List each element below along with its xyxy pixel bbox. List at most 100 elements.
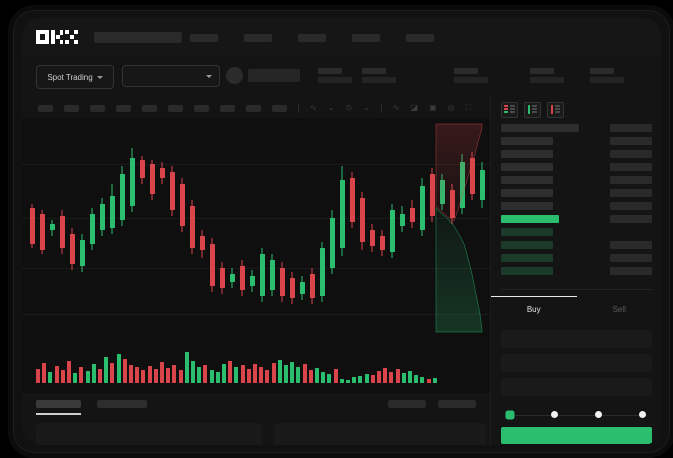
- orderbook-value: [610, 137, 652, 145]
- spot-trading-dropdown[interactable]: Spot Trading: [36, 65, 114, 89]
- amount-slider[interactable]: [501, 409, 652, 421]
- candle-body: [179, 184, 185, 226]
- candle-body: [369, 230, 375, 246]
- bottom-action-0[interactable]: [388, 400, 426, 408]
- chart-tool-button-8[interactable]: [246, 104, 261, 112]
- nav-item-2[interactable]: [298, 34, 326, 42]
- candle: [189, 118, 195, 338]
- candle: [39, 118, 45, 338]
- settings-icon[interactable]: ◎: [447, 103, 455, 112]
- chart-tool-button-5[interactable]: [168, 104, 183, 112]
- camera-icon[interactable]: ▣: [429, 103, 437, 112]
- chart-tool-button-2[interactable]: [90, 104, 105, 112]
- candle: [419, 118, 425, 338]
- candle: [29, 118, 35, 338]
- ruler-icon[interactable]: ◪: [410, 103, 419, 112]
- chevron-down-icon[interactable]: ⌄: [363, 103, 370, 112]
- nav-items: [190, 34, 434, 42]
- bottom-tab-1[interactable]: [97, 400, 147, 408]
- orderbook-row[interactable]: [501, 254, 652, 264]
- orderbook-row[interactable]: [501, 202, 652, 212]
- nav-item-4[interactable]: [406, 34, 434, 42]
- orderbook-value: [610, 241, 652, 249]
- chart-tool-button-4[interactable]: [142, 104, 157, 112]
- orderbook-bids-icon[interactable]: [524, 102, 541, 118]
- volume-bar: [377, 371, 381, 383]
- orderbook-row[interactable]: [501, 228, 652, 238]
- bottom-action-1[interactable]: [438, 400, 476, 408]
- slider-step-3[interactable]: [639, 411, 646, 418]
- order-total-field[interactable]: [501, 378, 652, 396]
- candle-body: [399, 214, 405, 226]
- chart-tool-button-7[interactable]: [220, 104, 235, 112]
- orderbook-rows[interactable]: [501, 124, 652, 280]
- volume-bar: [265, 370, 270, 383]
- trade-tab-sell[interactable]: Sell: [612, 304, 626, 314]
- candle: [129, 118, 135, 338]
- orderbook-row[interactable]: [501, 241, 652, 251]
- fullscreen-icon[interactable]: ⛶: [465, 103, 472, 112]
- orderbook-row[interactable]: [501, 215, 652, 225]
- orderbook-bar: [501, 202, 553, 210]
- bottom-tab-0[interactable]: [36, 400, 81, 408]
- chart-tool-button-6[interactable]: [194, 104, 209, 112]
- wave-indicator-icon[interactable]: ∿: [310, 103, 317, 112]
- candle-body: [249, 276, 255, 286]
- volume-bar: [36, 369, 40, 383]
- trend-down-icon[interactable]: ⌄: [327, 103, 335, 112]
- compare-icon[interactable]: ⊙: [345, 103, 353, 112]
- slider-step-1[interactable]: [551, 411, 558, 418]
- order-price-field[interactable]: [501, 330, 652, 348]
- order-amount-field[interactable]: [501, 354, 652, 372]
- orderbook-bar: [501, 228, 553, 236]
- orderbook-row[interactable]: [501, 267, 652, 277]
- volume-bar: [308, 370, 313, 383]
- slider-step-0[interactable]: [507, 411, 513, 418]
- pair-select[interactable]: [122, 65, 220, 87]
- volume-bar: [364, 374, 369, 383]
- slider-step-2[interactable]: [595, 411, 602, 418]
- candle-body: [279, 268, 285, 296]
- volume-bar: [339, 379, 344, 383]
- orderbook-row[interactable]: [501, 176, 652, 186]
- chart-tool-button-1[interactable]: [64, 104, 79, 112]
- market-stat-value: [454, 77, 488, 83]
- orderbook-row[interactable]: [501, 163, 652, 173]
- chart-tool-button-3[interactable]: [116, 104, 131, 112]
- trade-tab-buy[interactable]: Buy: [491, 296, 577, 322]
- bottom-panel-0: [36, 423, 262, 445]
- candle-body: [259, 254, 265, 296]
- market-stat-label: [318, 68, 342, 74]
- orderbook-row[interactable]: [501, 150, 652, 160]
- volume-bar: [395, 369, 400, 383]
- orderbook-row[interactable]: [501, 189, 652, 199]
- market-stat-0: [318, 68, 352, 83]
- submit-order-button[interactable]: [501, 427, 652, 444]
- candle-body: [109, 196, 115, 228]
- orderbook-row[interactable]: [501, 124, 652, 134]
- candle: [219, 118, 225, 338]
- volume-bar: [54, 366, 59, 383]
- orderbook-both-icon[interactable]: [501, 102, 518, 118]
- volume-bar: [414, 375, 419, 383]
- chart-tool-button-0[interactable]: [38, 104, 53, 112]
- candle-series: [22, 118, 490, 338]
- candlestick-chart[interactable]: [22, 118, 490, 338]
- volume-bar: [240, 365, 245, 383]
- nav-item-3[interactable]: [352, 34, 380, 42]
- market-subheader: Spot Trading: [22, 56, 661, 96]
- candle: [399, 118, 405, 338]
- candle: [469, 118, 475, 338]
- okx-logo[interactable]: [36, 30, 79, 44]
- orderbook-asks-icon[interactable]: [547, 102, 564, 118]
- nav-item-0[interactable]: [190, 34, 218, 42]
- orderbook-row[interactable]: [501, 137, 652, 147]
- candle: [179, 118, 185, 338]
- orderbook-bar: [501, 124, 579, 132]
- chart-tool-button-9[interactable]: [272, 104, 287, 112]
- volume-bar: [259, 367, 264, 383]
- nav-item-1[interactable]: [244, 34, 272, 42]
- search-input[interactable]: [94, 32, 182, 43]
- line-chart-icon[interactable]: ∿: [392, 103, 400, 112]
- volume-bar: [401, 373, 406, 383]
